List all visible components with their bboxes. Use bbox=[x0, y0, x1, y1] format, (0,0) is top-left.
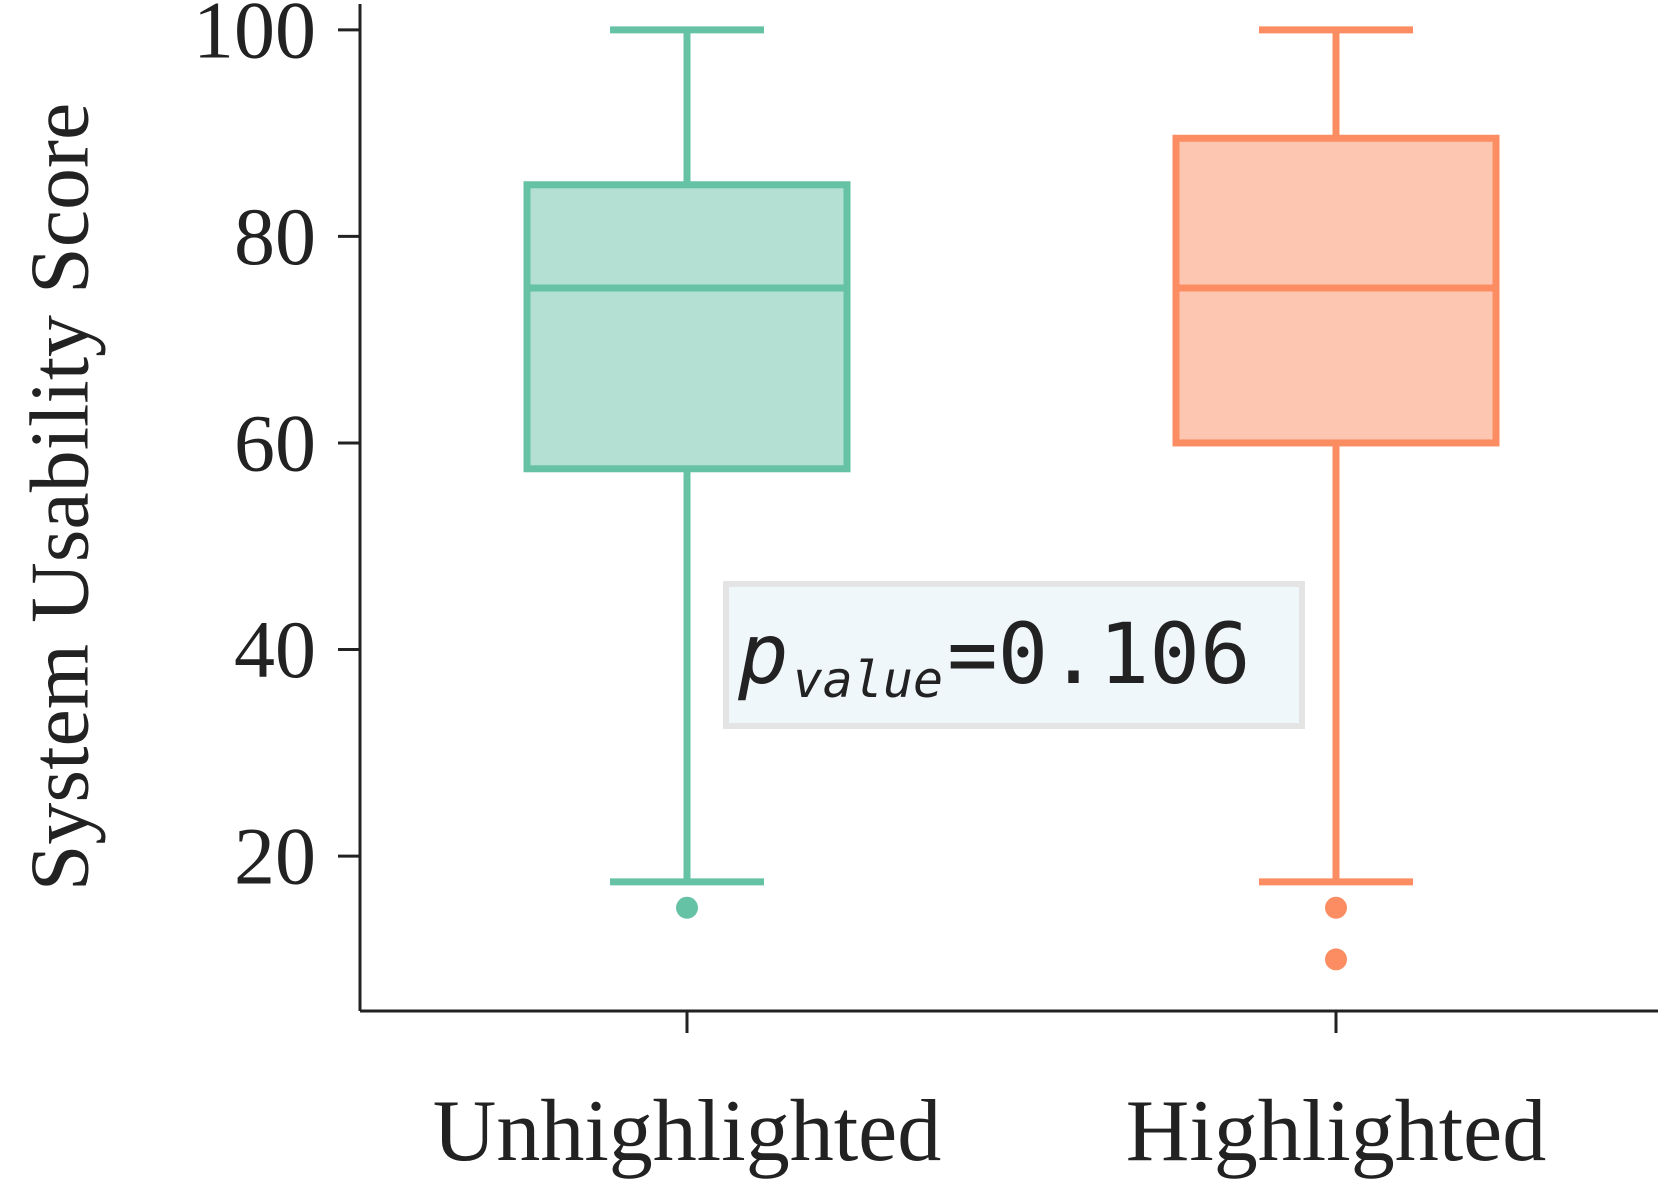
box-highlighted bbox=[1172, 26, 1500, 971]
box-series bbox=[523, 26, 1500, 971]
box-unhighlighted bbox=[523, 26, 851, 919]
y-tick-label: 80 bbox=[234, 191, 316, 282]
p-value-annotation: p value =0.106 bbox=[723, 581, 1305, 729]
y-axis-label-group: System Usability Score bbox=[13, 103, 106, 892]
x-tick-label: Unhighlighted bbox=[433, 1083, 941, 1180]
outlier-point bbox=[1325, 948, 1347, 971]
y-tick-label: 40 bbox=[234, 604, 316, 695]
y-axis-label: System Usability Score bbox=[13, 103, 106, 892]
outlier-point bbox=[676, 896, 698, 919]
x-tick-label: Highlighted bbox=[1126, 1083, 1546, 1180]
annotation-symbol: p bbox=[737, 605, 789, 703]
y-tick-label: 100 bbox=[193, 0, 316, 75]
iqr-box bbox=[523, 181, 851, 473]
y-axis-ticks: 20 40 60 80 100 bbox=[193, 0, 360, 902]
annotation-box bbox=[723, 581, 1305, 729]
x-axis-ticks: Unhighlighted Highlighted bbox=[433, 1011, 1546, 1180]
axes bbox=[358, 4, 1658, 1013]
annotation-subscript: value bbox=[793, 651, 944, 709]
y-tick-label: 60 bbox=[234, 397, 316, 488]
annotation-value: =0.106 bbox=[947, 605, 1250, 703]
annotation-text: p value =0.106 bbox=[737, 605, 1251, 709]
outlier-point bbox=[1325, 896, 1347, 919]
y-tick-label: 20 bbox=[234, 811, 316, 902]
